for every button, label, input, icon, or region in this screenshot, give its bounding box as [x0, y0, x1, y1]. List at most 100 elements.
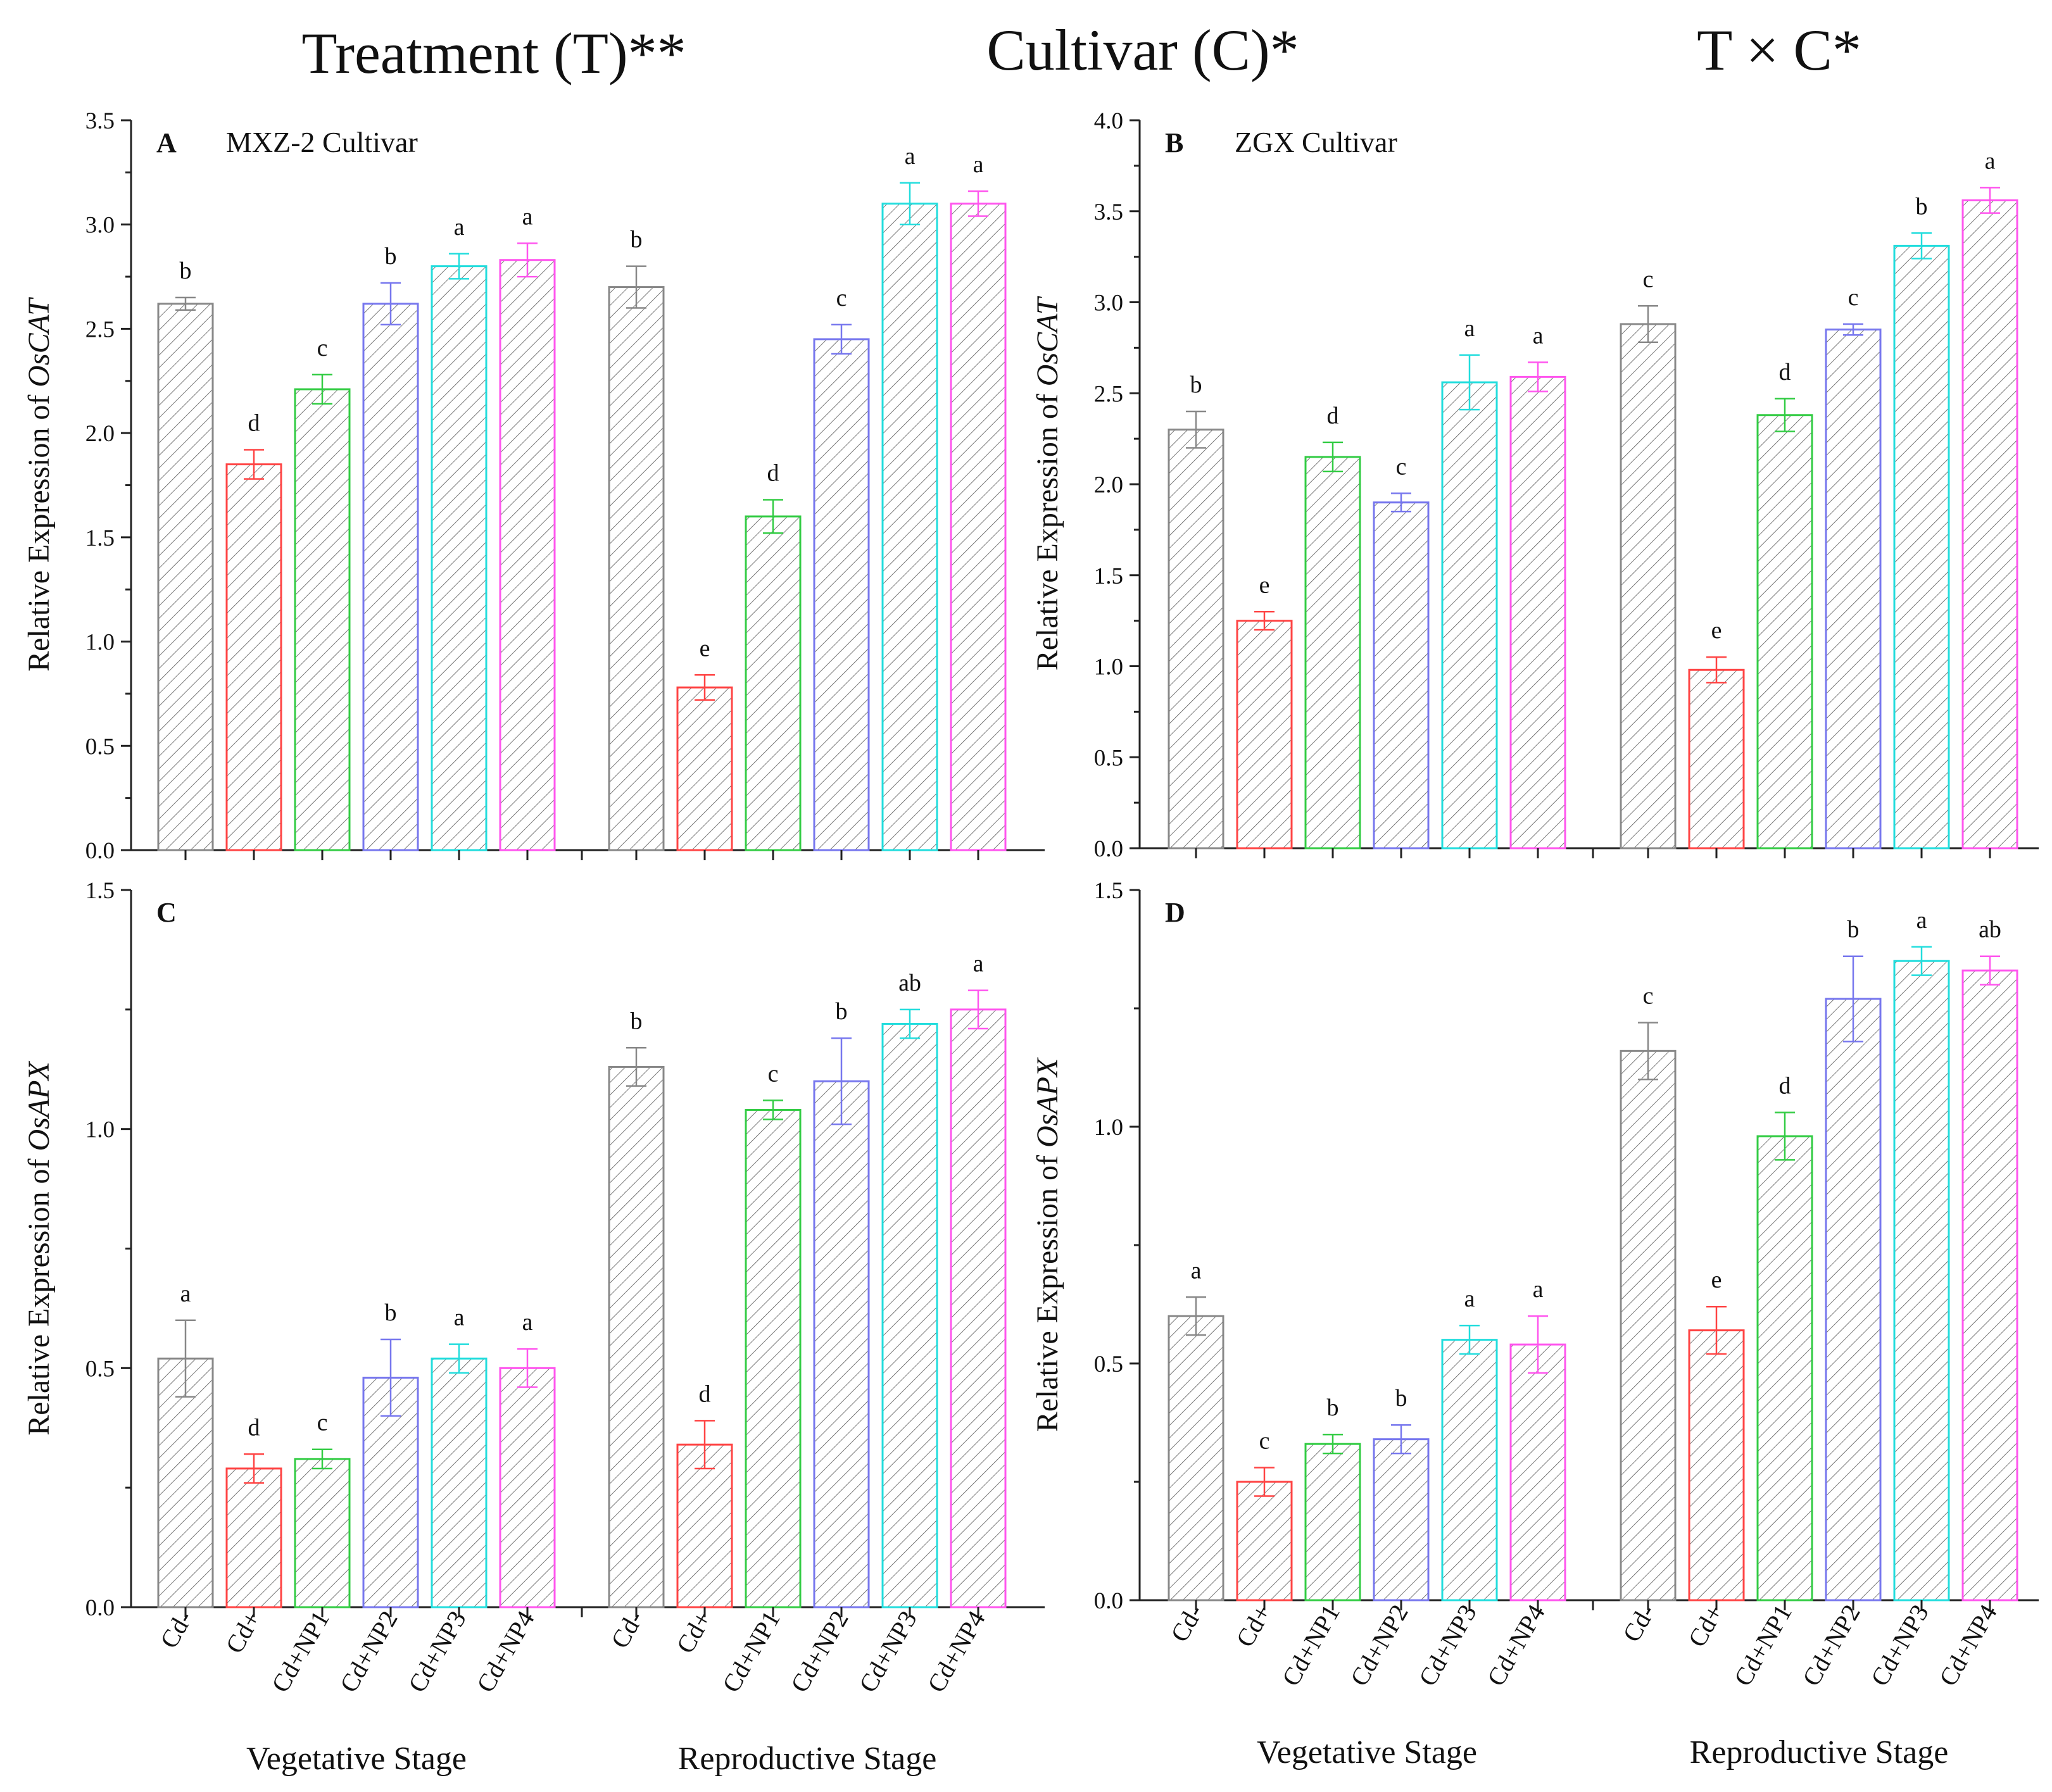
- significance-letter: a: [1917, 907, 1927, 934]
- bar: [1236, 620, 1293, 849]
- significance-letter: a: [1464, 1286, 1475, 1312]
- bar: [608, 286, 665, 851]
- bar: [294, 1458, 351, 1608]
- panel-d-osapx-zgx: 0.0 0.5 1.0 1.5 Relative Expression of OsAPX…: [1031, 878, 2039, 1770]
- bar: [950, 203, 1007, 851]
- category-label: Cd+NP1: [717, 1606, 786, 1697]
- y-tick-label: 1.5: [1094, 878, 1123, 904]
- category-label: Cd+NP2: [1345, 1600, 1414, 1691]
- bar: [608, 1065, 665, 1608]
- category-label: Cd+: [670, 1606, 717, 1658]
- y-axis-label-prefix: Relative Expression of: [22, 387, 56, 672]
- category-label: Cd+NP1: [1276, 1600, 1345, 1691]
- y-tick-label: 3.0: [85, 213, 115, 239]
- significance-letter: b: [1847, 917, 1860, 943]
- y-tick-label: 1.0: [85, 630, 115, 656]
- significance-letter: b: [180, 258, 192, 284]
- category-label: Cd+NP2: [1797, 1600, 1866, 1691]
- y-tick-label: 1.5: [85, 878, 115, 904]
- bar: [1441, 381, 1498, 849]
- bar: [1961, 199, 2018, 849]
- significance-letter: d: [699, 1381, 711, 1407]
- panel-cultivar-label: MXZ-2 Cultivar: [226, 126, 418, 158]
- significance-letter: b: [385, 243, 397, 270]
- significance-letter: c: [1259, 1428, 1270, 1455]
- significance-letter: a: [1191, 1257, 1202, 1284]
- bar: [1893, 244, 1950, 849]
- significance-letter: a: [522, 1309, 533, 1336]
- significance-letter: c: [1643, 266, 1654, 292]
- stage-label: Vegetative Stage: [246, 1741, 467, 1777]
- y-tick-label: 1.5: [1094, 563, 1123, 589]
- bar: [1509, 375, 1566, 849]
- bar: [1168, 429, 1224, 849]
- panel-a-oscat-mxz2: 0.0 0.5 1.0 1.5 2.0 2.5 3.0 3.5 Relative Express…: [22, 108, 1045, 864]
- bar: [950, 1008, 1007, 1608]
- category-label: Cd+NP4: [922, 1606, 991, 1697]
- significance-letter: a: [180, 1281, 191, 1307]
- category-label: Cd+NP3: [403, 1606, 472, 1697]
- panel-letter: C: [156, 897, 177, 928]
- significance-letter: a: [905, 143, 916, 170]
- y-tick-label: 2.0: [1094, 472, 1123, 498]
- significance-letter: c: [317, 1410, 328, 1436]
- significance-letter: e: [700, 635, 710, 661]
- bar: [431, 1357, 488, 1608]
- significance-letter: e: [1711, 617, 1722, 644]
- panel-letter: A: [156, 127, 177, 158]
- stage-label: Vegetative Stage: [1257, 1734, 1477, 1770]
- y-tick-label: 1.0: [85, 1117, 115, 1143]
- stage-label: Reproductive Stage: [678, 1741, 937, 1777]
- category-label: Cd+NP4: [1934, 1600, 2003, 1691]
- panel-letter: D: [1165, 897, 1185, 928]
- cultivar-significance-title: Cultivar (C)*: [986, 18, 1299, 82]
- significance-letter: b: [1916, 193, 1928, 220]
- significance-letter: d: [767, 460, 779, 487]
- significance-letter: d: [248, 410, 260, 436]
- category-label: Cd+NP1: [266, 1606, 335, 1697]
- bar: [813, 1080, 870, 1608]
- category-label: Cd-: [605, 1606, 649, 1653]
- bar: [1373, 1438, 1430, 1601]
- category-label: Cd+NP3: [853, 1606, 922, 1697]
- significance-letter: c: [836, 285, 847, 311]
- significance-letter: b: [631, 1008, 643, 1034]
- treatment-significance-title: Treatment (T)**: [301, 21, 686, 85]
- bar: [1236, 1481, 1293, 1601]
- bar: [813, 338, 870, 851]
- category-label: Cd+NP3: [1413, 1600, 1482, 1691]
- bar: [294, 388, 351, 851]
- category-label: Cd+: [1682, 1600, 1729, 1651]
- category-label: Cd+NP4: [1482, 1600, 1551, 1691]
- significance-letter: d: [1779, 1073, 1791, 1100]
- category-label: Cd-: [154, 1606, 198, 1653]
- y-tick-label: 4.0: [1094, 108, 1123, 134]
- y-tick-label: 3.0: [1094, 291, 1123, 316]
- significance-letter: e: [1711, 1267, 1722, 1293]
- significance-letter: c: [1643, 982, 1654, 1009]
- bar: [499, 259, 556, 851]
- y-axis-label-prefix: Relative Expression of: [1031, 1148, 1064, 1432]
- y-tick-label: 0.5: [85, 1356, 115, 1382]
- y-axis-label-gene: OsCAT: [22, 297, 56, 387]
- y-tick-label: 1.0: [1094, 655, 1123, 680]
- bar: [362, 303, 419, 851]
- bar: [1620, 323, 1677, 849]
- significance-letter: c: [1848, 284, 1859, 311]
- y-tick-label: 1.5: [85, 525, 115, 551]
- significance-letter: c: [317, 335, 328, 361]
- significance-letter: a: [454, 1305, 465, 1331]
- bar: [1688, 668, 1745, 849]
- significance-letter: a: [1533, 322, 1544, 349]
- y-axis-label-prefix: Relative Expression of: [1031, 386, 1064, 670]
- category-label: Cd-: [1165, 1600, 1209, 1646]
- significance-letter: a: [522, 203, 533, 230]
- category-label: Cd+NP2: [785, 1606, 854, 1697]
- significance-letter: b: [631, 227, 643, 253]
- bar: [1688, 1329, 1745, 1601]
- significance-letter: c: [1396, 453, 1407, 480]
- interaction-significance-title: T × C*: [1697, 18, 1861, 82]
- bar: [1373, 501, 1430, 849]
- y-tick-label: 0.0: [85, 1595, 115, 1621]
